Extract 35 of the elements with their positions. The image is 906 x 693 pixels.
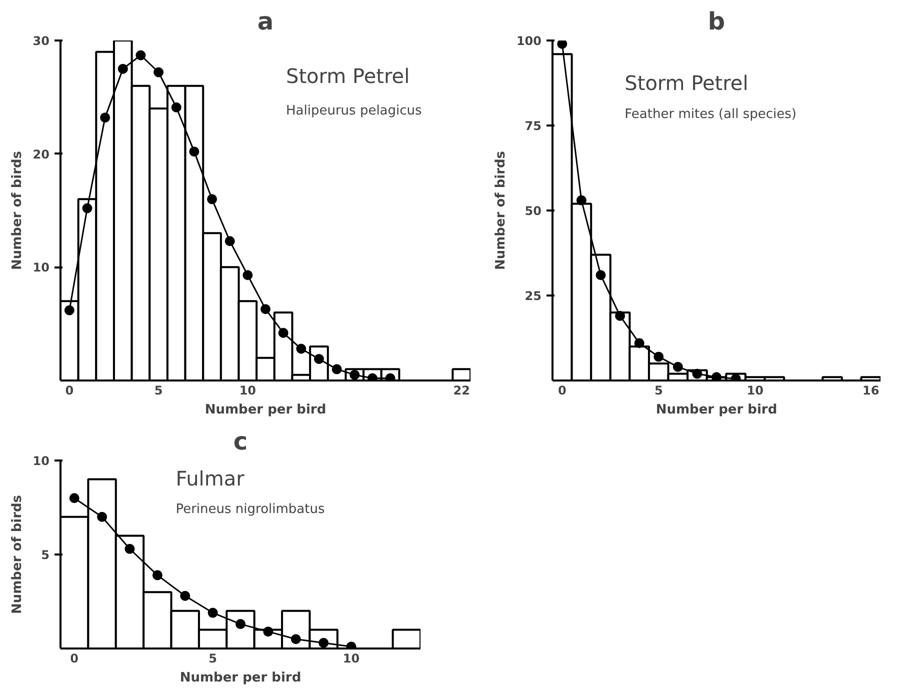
x-tick-label: 0 <box>65 384 74 398</box>
x-tick-label: 5 <box>154 384 163 398</box>
y-axis-title: Number of birds <box>10 150 25 270</box>
y-tick-label: 5 <box>41 548 50 562</box>
annotation: Halipeurus pelagicus <box>286 104 422 119</box>
chart-title: b <box>708 8 726 36</box>
text: Storm Petrel <box>286 64 410 88</box>
chart-title: c <box>233 428 248 456</box>
y-tick-label: 10 <box>32 454 50 468</box>
x-axis-title: Number per bird <box>656 402 778 418</box>
x-tick-label: 10 <box>746 384 764 398</box>
y-tick-label: 20 <box>32 147 50 162</box>
x-tick-label: 5 <box>208 652 217 666</box>
chart-subtitle: Fulmar <box>176 466 246 491</box>
x-tick-label: 5 <box>654 384 663 398</box>
x-axis-title: Number per bird <box>204 402 326 418</box>
y-tick-label: 10 <box>32 260 50 275</box>
annotation: Perineus nigrolimbatus <box>176 502 325 517</box>
y-tick-label: 25 <box>524 289 542 303</box>
x-tick-label: 16 <box>862 384 880 398</box>
chart-title: a <box>257 8 274 36</box>
y-tick-label: 30 <box>32 34 50 48</box>
text: Storm Petrel <box>624 70 748 95</box>
x-axis-title: Number per bird <box>180 670 302 686</box>
y-axis-title: Number of birds <box>10 494 25 614</box>
y-tick-label: 50 <box>524 204 542 218</box>
x-tick-label: 22 <box>453 384 470 398</box>
x-tick-label: 10 <box>239 384 256 398</box>
y-tick-label: 100 <box>516 34 542 48</box>
annotation: Feather mites (all species) <box>624 107 797 122</box>
y-axis-title: Number of birds <box>493 150 508 270</box>
x-tick-label: 0 <box>70 652 79 666</box>
x-tick-label: 10 <box>342 652 360 666</box>
y-tick-label: 75 <box>524 119 542 133</box>
x-tick-label: 0 <box>558 384 566 398</box>
